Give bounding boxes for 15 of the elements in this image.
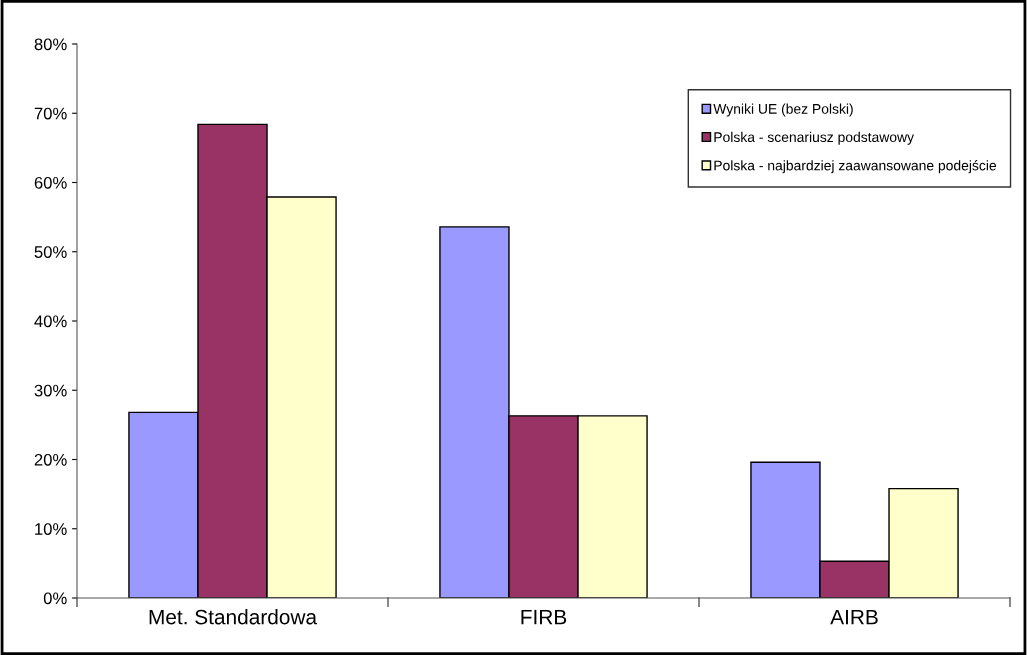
legend-label: Wyniki UE (bez Polski) [713, 103, 853, 117]
y-tick-label: 20% [34, 453, 67, 466]
y-tick-label: 50% [34, 246, 67, 258]
y-tick-label: 70% [34, 107, 67, 120]
x-tick-label: FIRB [521, 609, 567, 625]
y-tick-label: 0% [43, 592, 67, 605]
x-tick-label: Met. Standardowa [149, 609, 318, 625]
x-tick-label: AIRB [830, 609, 878, 625]
legend-label: Polska - scenariusz podstawowy [714, 131, 914, 145]
y-tick-label: 60% [34, 176, 67, 189]
legend-label: Polska - najbardziej zaawansowane podejście [714, 160, 997, 174]
y-tick-label: 40% [34, 315, 67, 328]
y-tick-label: 80% [34, 38, 67, 51]
y-tick-label: 30% [34, 384, 67, 397]
y-tick-label: 10% [35, 523, 67, 535]
